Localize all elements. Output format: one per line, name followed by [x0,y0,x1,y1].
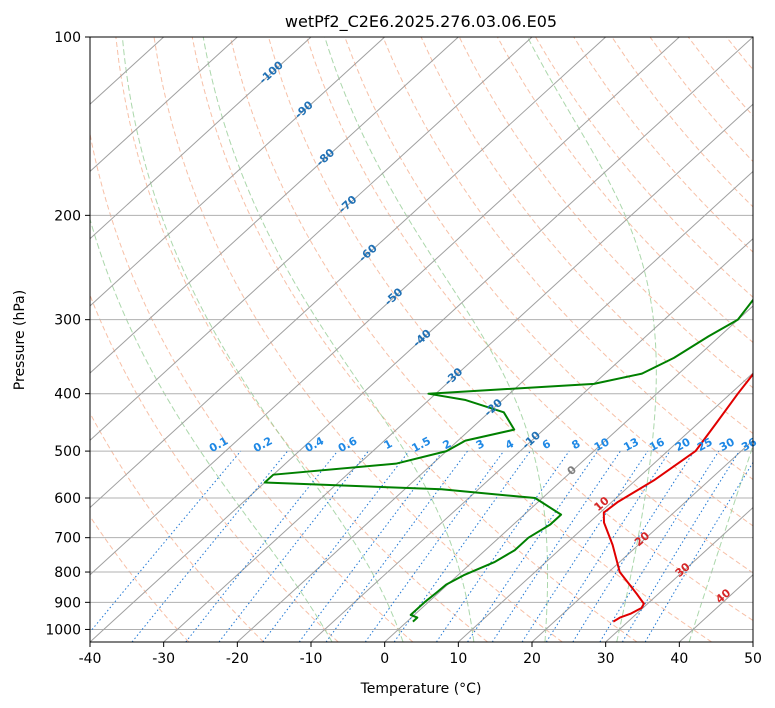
x-axis-title: Temperature (°C) [360,681,482,697]
dry-adiabat-line [115,37,488,642]
isotherm-line [90,37,312,240]
x-tick-label: 30 [597,651,615,667]
isotherm-line [90,37,386,307]
x-axis: -40 -30 -20 -10 0 10 20 30 40 50 [79,642,762,667]
isotherm-line [310,237,753,642]
moist-adiabat-line [688,443,753,642]
mixing-ratio-label: 20 [673,435,693,454]
isotherm-line [163,103,753,642]
mixing-ratio-line [262,450,410,642]
y-axis: 100 200 300 400 500 600 700 800 900 1000 [45,30,90,638]
dewpoint-profile-line: Dewpoint [263,298,753,623]
dry-adiabat-line [191,37,638,642]
isotherm-line [90,37,459,374]
y-tick-label: 900 [54,595,81,611]
dry-adiabat-line [90,412,264,642]
x-tick-label: -30 [152,651,175,667]
y-tick-label: 200 [54,208,81,224]
dry-adiabat-line [535,37,753,298]
moist-adiabat-line [202,37,475,642]
dry-adiabat-line [497,37,753,344]
y-tick-label: 500 [54,444,81,460]
data-lines: TemperatureDewpoint [263,298,753,623]
x-tick-label: 0 [380,651,389,667]
isotherm-line [236,170,753,642]
x-tick-label: -40 [79,651,102,667]
y-tick-label: 400 [54,387,81,403]
mixing-ratio-line [298,450,444,642]
mixing-ratio-line [621,450,740,642]
moist-adiabat-line [324,37,549,642]
isotherm-line [605,506,753,642]
mixing-ratio-line [491,450,621,642]
isotherm-line [90,37,238,173]
mixing-ratio-line [572,450,695,642]
dry-adiabat-line [268,37,753,622]
isotherm-line [457,372,753,642]
y-tick-label: 100 [54,30,81,46]
moist-adiabat-line [90,217,333,642]
isotherm-line [90,37,753,642]
moist-adiabat-line [121,37,404,642]
dry-adiabat-line [306,37,753,574]
temperature-profile-line: Temperature [602,372,753,623]
dry-adiabat-line [420,37,753,435]
isotherm-line [90,37,680,576]
mixing-ratio-line [364,450,505,642]
mixing-ratio-label: 25 [695,435,715,454]
isotherm-line [90,37,533,442]
y-axis-title: Pressure (hPa) [12,290,28,390]
x-tick-label: 40 [670,651,688,667]
isotherm-line [531,439,753,642]
mixing-ratio-line [467,450,599,642]
mixing-ratio-line [90,450,242,633]
mixing-ratio-line [436,450,570,642]
isotherm-line [384,305,753,642]
mixing-ratio-label: 36 [739,435,759,454]
x-tick-label: 20 [523,651,541,667]
chart-title: wetPf2_C2E6.2025.276.03.06.E05 [285,12,557,32]
mixing-ratio-label: 10 [592,435,612,454]
background-lines [90,37,753,642]
mixing-ratio-line [131,450,288,642]
mixing-ratio-label: 30 [717,435,737,454]
mixing-ratio-label: 16 [647,435,667,454]
y-tick-label: 700 [54,531,81,547]
y-tick-label: 600 [54,491,81,507]
x-tick-label: -10 [300,651,323,667]
plot-frame [89,36,754,643]
y-tick-label: 1000 [45,622,81,638]
y-tick-label: 300 [54,313,81,329]
x-tick-label: 10 [449,651,467,667]
x-tick-label: 50 [744,651,762,667]
mixing-ratio-line [545,450,671,642]
y-tick-label: 800 [54,565,81,581]
mixing-ratio-line [521,450,649,642]
isotherm-line [90,37,607,509]
x-tick-label: -20 [226,651,249,667]
mixing-ratio-line [185,450,338,642]
mixing-ratio-label: 13 [621,435,641,454]
mixing-ratio-line [325,450,468,642]
